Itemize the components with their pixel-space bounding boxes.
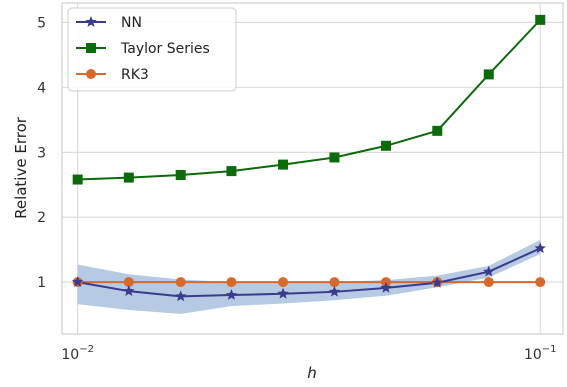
uncertainty-bands: [77, 239, 541, 314]
y-tick-label: 3: [37, 145, 46, 161]
nn-point: [534, 242, 546, 254]
legend-taylor-series-marker: [86, 43, 96, 53]
rk3-point: [123, 277, 134, 288]
x-axis-label: h: [307, 364, 317, 382]
y-axis-label: Relative Error: [12, 116, 30, 219]
x-tick-label: 10−1: [524, 344, 557, 363]
taylor-series-point: [329, 152, 340, 163]
taylor-series-line: [77, 19, 541, 181]
y-tick-label: 2: [37, 210, 46, 226]
taylor-series-point: [226, 166, 237, 177]
rk3-point: [278, 277, 289, 288]
rk3-point: [175, 277, 186, 288]
nn-point: [123, 285, 135, 297]
y-tick-labels: 1 2 3 4 5: [37, 15, 46, 291]
legend-rk3-label: RK3: [121, 67, 149, 83]
nn-point: [380, 281, 392, 293]
nn-point: [71, 276, 84, 287]
legend-nn-label: NN: [121, 15, 142, 31]
y-tick-label: 1: [37, 275, 46, 291]
rk3-point: [483, 277, 494, 288]
nn-point: [174, 290, 187, 302]
plot-frame: [61, 2, 564, 335]
y-tick-label: 5: [37, 15, 46, 31]
x-tick-label: 10−2: [61, 344, 94, 363]
nn-point: [483, 265, 495, 277]
nn-point: [328, 285, 341, 297]
legend: NN Taylor Series RK3: [67, 7, 237, 92]
taylor-series-point: [278, 159, 289, 170]
nn-point: [431, 276, 443, 288]
taylor-series-point: [123, 172, 134, 183]
taylor-series-point: [175, 169, 186, 180]
taylor-series-point: [535, 14, 546, 25]
legend-taylor-series-label: Taylor Series: [120, 41, 210, 57]
series-markers: [71, 14, 546, 302]
series-lines: [77, 19, 541, 298]
taylor-series-point: [483, 69, 494, 80]
nn-line: [77, 247, 541, 298]
legend-box: [67, 7, 237, 92]
legend-rk3-marker: [86, 69, 96, 79]
x-tick-labels: 10−2 10−1: [61, 344, 556, 363]
taylor-series-point: [432, 125, 443, 136]
taylor-series-point: [380, 140, 391, 151]
legend-nn-marker: [85, 16, 97, 27]
rk3-point: [226, 277, 237, 288]
nn-point: [225, 289, 238, 300]
rk3-point: [329, 277, 340, 288]
rk3-point: [535, 277, 546, 288]
y-tick-label: 4: [37, 80, 46, 96]
nn-error-band: [77, 239, 541, 314]
taylor-series-point: [72, 174, 83, 185]
nn-point: [277, 287, 289, 299]
